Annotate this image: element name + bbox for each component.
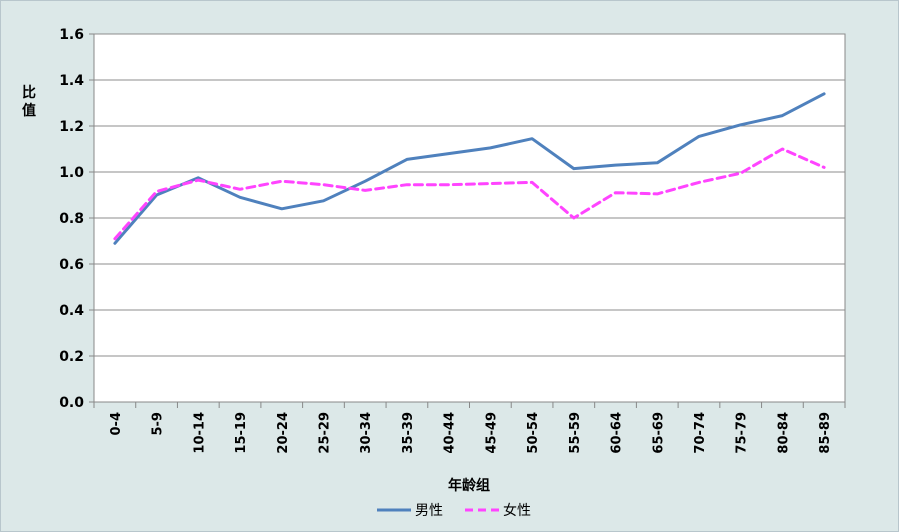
- y-axis-ticks: 0.0 0.2 0.4 0.6 0.8 1.0 1.2 1.4 1.6: [59, 27, 94, 411]
- series-layer: [113, 92, 826, 245]
- x-tick-label: 65-69: [651, 412, 666, 454]
- x-tick-label: 60-64: [610, 412, 625, 454]
- x-tick-label: 0-4: [109, 412, 124, 436]
- y-tick-label: 0.8: [59, 211, 84, 227]
- y-tick-label: 1.4: [59, 73, 84, 89]
- x-tick-label: 35-39: [401, 412, 416, 454]
- x-tick-label: 70-74: [693, 412, 708, 454]
- x-tick-label: 5-9: [151, 412, 166, 436]
- y-tick-label: 1.6: [59, 27, 84, 43]
- y-tick-label: 0.2: [59, 349, 84, 365]
- y-tick-label: 1.0: [59, 165, 84, 181]
- grid-lines: [94, 33, 845, 357]
- x-tick-label: 80-84: [776, 412, 791, 454]
- legend-label-male: 男性: [415, 503, 443, 519]
- y-tick-label: 1.2: [59, 119, 84, 135]
- x-tick-label: 50-54: [526, 412, 541, 454]
- y-axis-title: 比值: [22, 84, 36, 119]
- x-tick-label: 30-34: [359, 412, 374, 454]
- legend: 男性 女性: [377, 502, 531, 519]
- series-line-male: [113, 92, 826, 245]
- y-tick-label: 0.4: [59, 303, 84, 319]
- x-tick-label: 20-24: [276, 412, 291, 454]
- x-axis-title: 年龄组: [448, 477, 490, 494]
- series-line-female: [113, 147, 826, 241]
- x-tick-label: 55-59: [568, 412, 583, 454]
- legend-label-female: 女性: [503, 502, 531, 519]
- y-tick-label: 0.0: [59, 395, 84, 411]
- y-tick-label: 0.6: [59, 257, 84, 273]
- x-tick-label: 15-19: [234, 412, 249, 454]
- x-tick-label: 40-44: [443, 412, 458, 454]
- x-tick-label: 10-14: [192, 412, 207, 454]
- x-tick-label: 85-89: [818, 412, 833, 454]
- x-axis-ticks: 0-4 5-9 10-14 15-19 20-24 25-29 30-34 35-39 40-4…: [93, 402, 846, 454]
- x-tick-label: 25-29: [317, 412, 332, 454]
- x-tick-label: 75-79: [735, 412, 750, 454]
- x-tick-label: 45-49: [484, 412, 499, 454]
